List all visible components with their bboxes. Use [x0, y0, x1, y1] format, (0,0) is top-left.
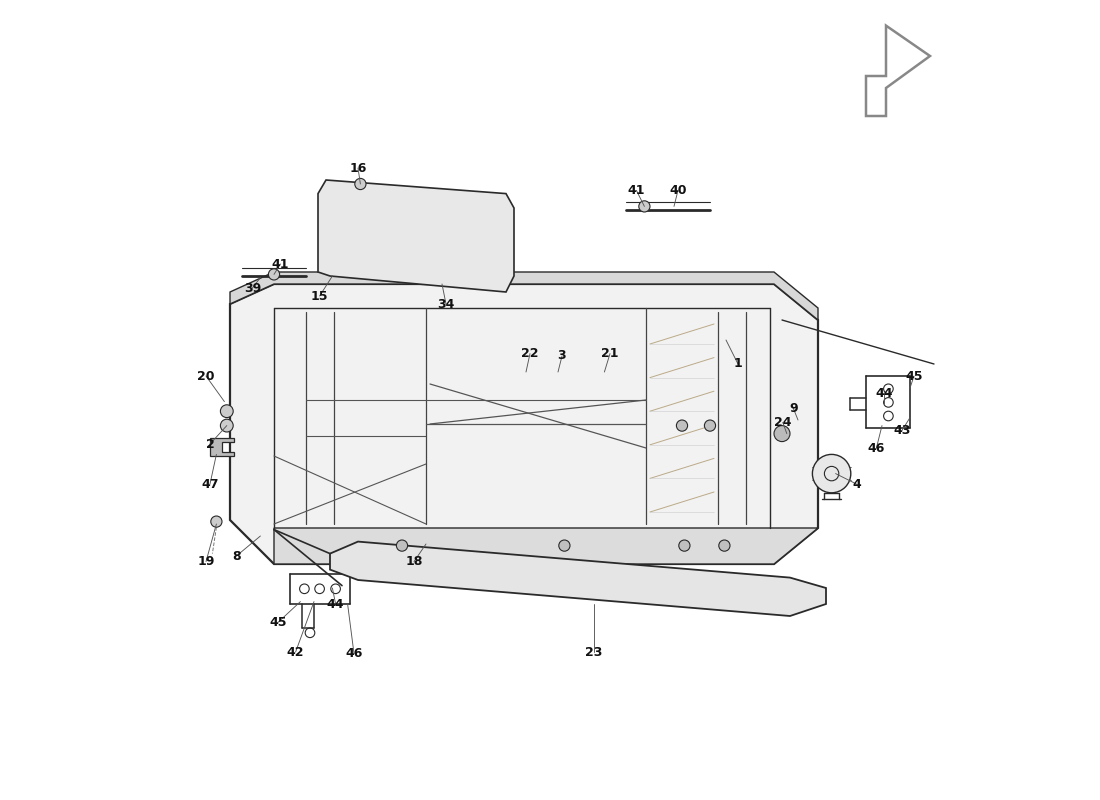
Text: 21: 21 — [602, 347, 618, 360]
Text: 45: 45 — [905, 370, 923, 382]
Text: 24: 24 — [774, 416, 792, 429]
Text: 4: 4 — [852, 478, 861, 490]
Text: 44: 44 — [327, 598, 344, 610]
Circle shape — [559, 540, 570, 551]
Text: 8: 8 — [232, 550, 241, 562]
Polygon shape — [210, 438, 234, 456]
Text: 39: 39 — [244, 282, 261, 294]
Text: 43: 43 — [893, 424, 911, 437]
Circle shape — [268, 269, 279, 280]
Text: 44: 44 — [876, 387, 893, 400]
Polygon shape — [230, 284, 818, 564]
Circle shape — [774, 426, 790, 442]
Text: 46: 46 — [868, 442, 886, 454]
Text: 1: 1 — [734, 358, 742, 370]
Text: 3: 3 — [558, 350, 566, 362]
Circle shape — [220, 405, 233, 418]
Circle shape — [355, 178, 366, 190]
Circle shape — [718, 540, 730, 551]
Text: 42: 42 — [287, 646, 305, 658]
Text: europ: europ — [370, 346, 730, 454]
Polygon shape — [230, 272, 818, 320]
Text: a passion for parts: a passion for parts — [419, 420, 713, 508]
Text: 16: 16 — [350, 162, 366, 174]
Circle shape — [211, 516, 222, 527]
Text: since 1985: since 1985 — [552, 483, 756, 557]
Text: 41: 41 — [628, 184, 645, 197]
Circle shape — [813, 454, 850, 493]
Text: 9: 9 — [789, 402, 797, 414]
Polygon shape — [274, 528, 818, 564]
Text: 46: 46 — [345, 647, 363, 660]
Text: 45: 45 — [270, 616, 287, 629]
Text: 19: 19 — [197, 555, 215, 568]
Polygon shape — [318, 180, 514, 292]
Circle shape — [396, 540, 408, 551]
Text: 41: 41 — [272, 258, 289, 270]
Polygon shape — [330, 542, 826, 616]
Circle shape — [704, 420, 716, 431]
Text: 40: 40 — [669, 184, 686, 197]
Text: 34: 34 — [438, 298, 454, 310]
Text: 23: 23 — [585, 646, 603, 658]
Circle shape — [220, 419, 233, 432]
Text: 22: 22 — [521, 347, 539, 360]
Circle shape — [679, 540, 690, 551]
Text: 18: 18 — [405, 555, 422, 568]
Text: 20: 20 — [197, 370, 215, 382]
Text: 2: 2 — [206, 438, 214, 450]
Text: 15: 15 — [311, 290, 329, 302]
Text: 47: 47 — [201, 478, 219, 490]
Circle shape — [676, 420, 688, 431]
Circle shape — [639, 201, 650, 212]
